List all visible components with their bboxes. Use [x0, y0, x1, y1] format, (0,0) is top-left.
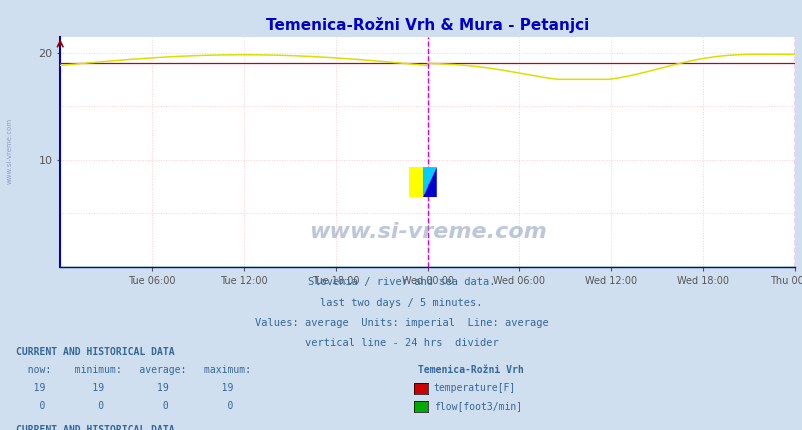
Text: CURRENT AND HISTORICAL DATA: CURRENT AND HISTORICAL DATA [16, 347, 175, 357]
Text: temperature[F]: temperature[F] [433, 383, 515, 393]
Text: flow[foot3/min]: flow[foot3/min] [433, 401, 521, 411]
Text: now:    minimum:   average:   maximum:: now: minimum: average: maximum: [16, 365, 251, 375]
Text: last two days / 5 minutes.: last two days / 5 minutes. [320, 298, 482, 307]
Text: www.si-vreme.com: www.si-vreme.com [308, 222, 546, 243]
Text: Values: average  Units: imperial  Line: average: Values: average Units: imperial Line: av… [254, 318, 548, 328]
Title: Temenica-Rožni Vrh & Mura - Petanjci: Temenica-Rožni Vrh & Mura - Petanjci [265, 17, 589, 33]
Polygon shape [423, 167, 436, 197]
Text: vertical line - 24 hrs  divider: vertical line - 24 hrs divider [304, 338, 498, 348]
Bar [409, 167, 423, 197]
Text: www.si-vreme.com: www.si-vreme.com [6, 117, 13, 184]
Text: Temenica-Rožni Vrh: Temenica-Rožni Vrh [417, 365, 523, 375]
Text: CURRENT AND HISTORICAL DATA: CURRENT AND HISTORICAL DATA [16, 424, 175, 430]
Polygon shape [423, 167, 436, 197]
Text: 0         0          0          0: 0 0 0 0 [16, 401, 233, 411]
Text: Slovenia / river and sea data.: Slovenia / river and sea data. [307, 277, 495, 287]
Text: 19        19         19         19: 19 19 19 19 [16, 383, 233, 393]
